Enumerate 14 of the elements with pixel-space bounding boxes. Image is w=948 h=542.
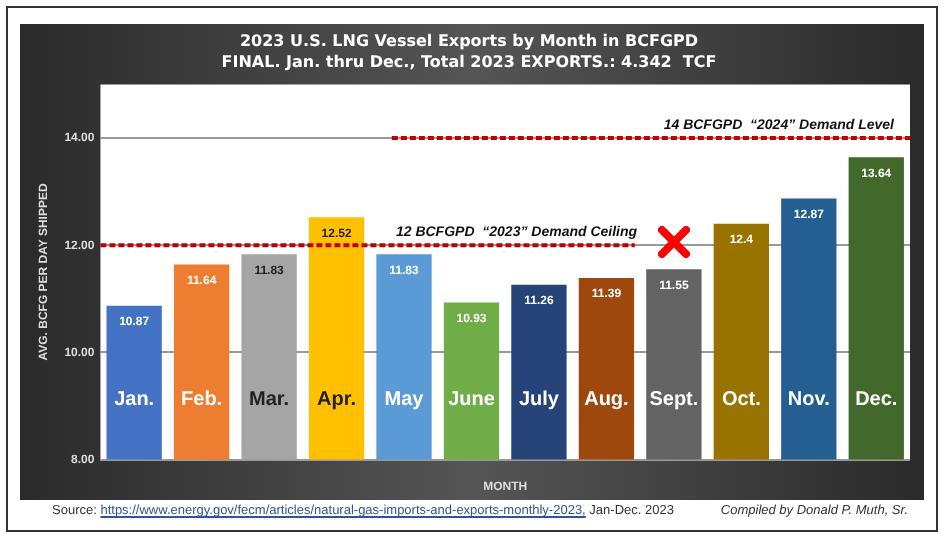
x-tick-label: July [518,389,560,412]
x-tick-label: Oct. [721,389,762,412]
chart-title: 2023 U.S. LNG Vessel Exports by Month in BCFGPD [239,31,699,50]
chart-subtitle: FINAL. Jan. thru Dec., Total 2023 EXPORTS.: 4.342 TCF [221,52,717,71]
x-tick-label: Jan. [114,389,155,412]
x-tick-label: Feb. [181,389,223,412]
x-tick-label: June [448,389,496,412]
x-tick-label: Nov. [787,389,831,412]
x-tick-label: Mar. [249,389,290,412]
x-tick-label: Aug. [584,389,630,412]
x-tick-label: Sept. [649,389,699,412]
x-tick-label: Apr. [317,389,357,412]
x-tick-label: Dec. [855,389,898,412]
x-tick-label: May [384,389,425,412]
